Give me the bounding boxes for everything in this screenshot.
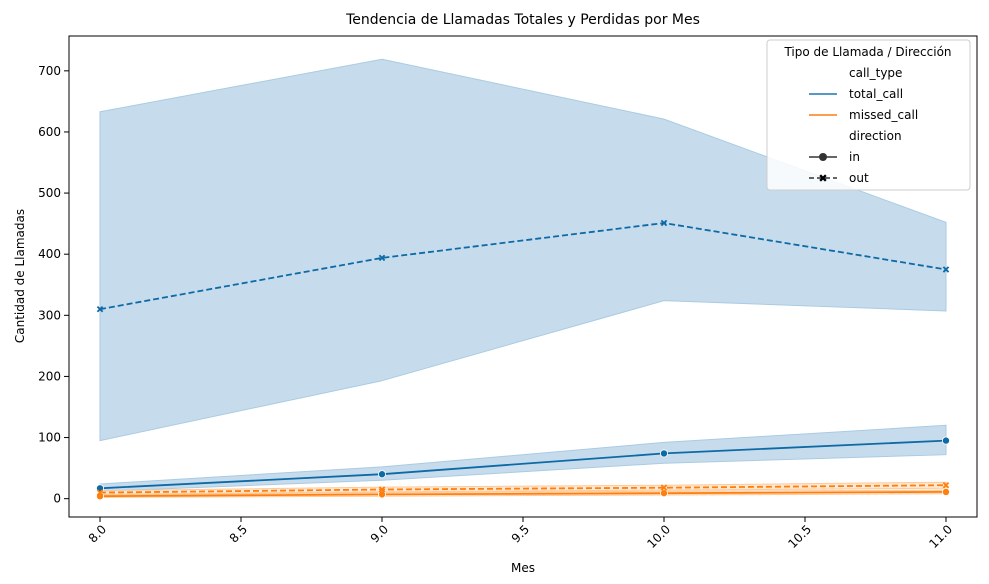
point-missed-call-out-1 (378, 486, 386, 493)
y-axis-label: Cantidad de Llamadas (13, 209, 27, 343)
point-missed-call-in-3 (941, 487, 950, 496)
x-tick-label-6: 11.0 (926, 522, 955, 551)
point-total-call-out-1 (378, 254, 386, 262)
y-tick-label-6: 600 (38, 125, 61, 139)
y-tick-label-7: 700 (38, 64, 61, 78)
legend-style-title: direction (849, 129, 902, 143)
ci-band-total-call-in (99, 424, 947, 492)
legend-label-out: out (849, 171, 869, 185)
x-axis-label: Mes (511, 561, 535, 575)
chart-title: Tendencia de Llamadas Totales y Perdidas… (345, 12, 700, 28)
x-tick-label-0: 8.0 (86, 522, 109, 545)
y-tick-label-5: 500 (38, 186, 61, 200)
x-tick-label-4: 10.0 (644, 522, 673, 551)
legend-box (766, 39, 971, 191)
series-line-missed-call-out (99, 484, 947, 494)
series-line-missed-call-in (99, 491, 947, 498)
y-axis-ticks: 0 100 200 300 400 500 600 700 (38, 64, 69, 506)
legend-title: Tipo de Llamada / Dirección (783, 45, 951, 59)
point-total-call-in-3 (941, 436, 950, 445)
y-tick-label-0: 0 (53, 492, 61, 506)
point-missed-call-out-2 (660, 484, 668, 491)
legend-marker-in (819, 153, 827, 161)
legend-marker-out: ✖ (818, 172, 827, 185)
y-tick-label-2: 200 (38, 369, 61, 383)
y-tick-label-3: 300 (38, 308, 61, 322)
x-tick-label-2: 9.0 (368, 522, 391, 545)
point-missed-call-out-0 (96, 489, 104, 496)
x-tick-label-5: 10.5 (785, 522, 814, 551)
legend-label-missed-call: missed_call (849, 108, 918, 122)
series-line-total-call-out (99, 222, 947, 311)
point-missed-call-in-2 (659, 489, 668, 498)
point-missed-call-in-1 (378, 490, 387, 499)
series-markers (96, 219, 950, 501)
y-tick-label-4: 400 (38, 247, 61, 261)
legend-hue-title: call_type (849, 66, 902, 80)
point-total-call-out-3 (942, 266, 950, 273)
series-line-total-call-in (99, 439, 947, 490)
point-total-call-out-0 (96, 305, 104, 313)
point-total-call-in-1 (378, 470, 387, 479)
legend: Tipo de Llamada / Dirección call_type to… (766, 39, 971, 191)
x-tick-label-3: 9.5 (509, 522, 532, 545)
y-tick-label-1: 100 (38, 431, 61, 445)
x-axis-ticks: 8.0 8.5 9.0 9.5 10.0 10.5 11.0 (86, 517, 955, 551)
point-total-call-in-2 (659, 449, 668, 458)
x-tick-label-1: 8.5 (227, 522, 250, 545)
point-missed-call-out-3 (942, 481, 950, 489)
point-total-call-out-2 (660, 219, 668, 227)
series-lines (99, 222, 947, 498)
legend-label-total-call: total_call (849, 87, 903, 101)
ci-band-total-call-out (99, 58, 947, 442)
legend-label-in: in (849, 150, 860, 164)
